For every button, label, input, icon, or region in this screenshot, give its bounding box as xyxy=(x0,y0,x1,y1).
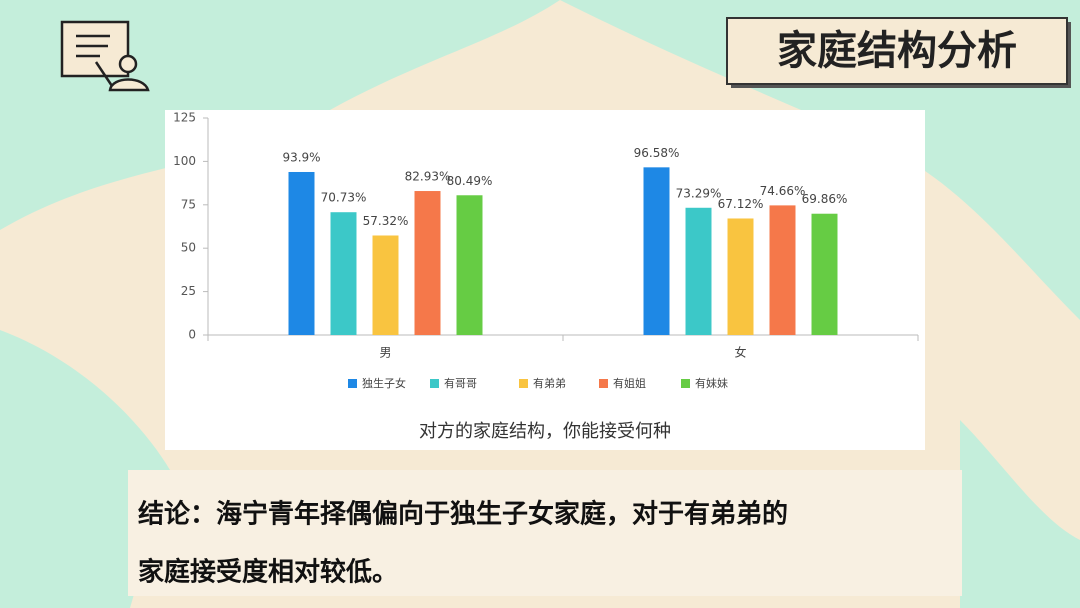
legend-swatch xyxy=(430,379,439,388)
bar xyxy=(414,191,441,335)
bar xyxy=(727,218,754,335)
title-box xyxy=(726,17,1068,85)
value-label: 96.58% xyxy=(634,146,680,160)
legend-swatch xyxy=(681,379,690,388)
value-label: 93.9% xyxy=(282,150,320,164)
y-tick-label: 25 xyxy=(181,284,196,298)
bar xyxy=(372,235,399,335)
value-label: 82.93% xyxy=(405,170,451,184)
conclusion-line: 家庭接受度相对较低。 xyxy=(138,557,398,588)
value-label: 69.86% xyxy=(802,192,848,206)
bar xyxy=(288,171,315,335)
chart-panel xyxy=(165,110,925,450)
legend-swatch xyxy=(348,379,357,388)
legend-swatch xyxy=(519,379,528,388)
y-tick-label: 100 xyxy=(173,154,196,168)
value-label: 67.12% xyxy=(718,197,764,211)
bar xyxy=(811,213,838,335)
bar xyxy=(685,207,712,335)
x-tick-label: 女 xyxy=(734,345,746,360)
legend-label: 独生子女 xyxy=(362,376,406,390)
conclusion-line: 结论：海宁青年择偶偏向于独生子女家庭，对于有弟弟的 xyxy=(138,499,788,530)
icon xyxy=(60,20,150,92)
value-label: 57.32% xyxy=(363,214,409,228)
y-tick-label: 75 xyxy=(181,197,196,211)
chart-caption: 对方的家庭结构，你能接受何种 xyxy=(419,421,671,442)
y-tick-label: 125 xyxy=(173,111,196,125)
y-tick-label: 0 xyxy=(188,328,196,342)
bar xyxy=(456,195,483,335)
y-tick-label: 50 xyxy=(181,241,196,255)
legend-label: 有弟弟 xyxy=(533,376,566,390)
value-label: 73.29% xyxy=(676,186,722,200)
legend-swatch xyxy=(599,379,608,388)
bar xyxy=(330,212,357,335)
bar xyxy=(769,205,796,335)
x-tick-label: 男 xyxy=(379,346,391,360)
legend-label: 有哥哥 xyxy=(444,376,477,390)
value-label: 70.73% xyxy=(321,191,367,205)
legend-label: 有妹妹 xyxy=(695,376,728,390)
conclusion-box xyxy=(128,470,962,596)
wave xyxy=(960,420,1080,608)
bar xyxy=(643,167,670,335)
value-label: 74.66% xyxy=(760,184,806,198)
value-label: 80.49% xyxy=(447,174,493,188)
page-title: 家庭结构分析 xyxy=(777,28,1017,74)
wave xyxy=(0,330,170,608)
legend-label: 有姐姐 xyxy=(613,376,646,390)
